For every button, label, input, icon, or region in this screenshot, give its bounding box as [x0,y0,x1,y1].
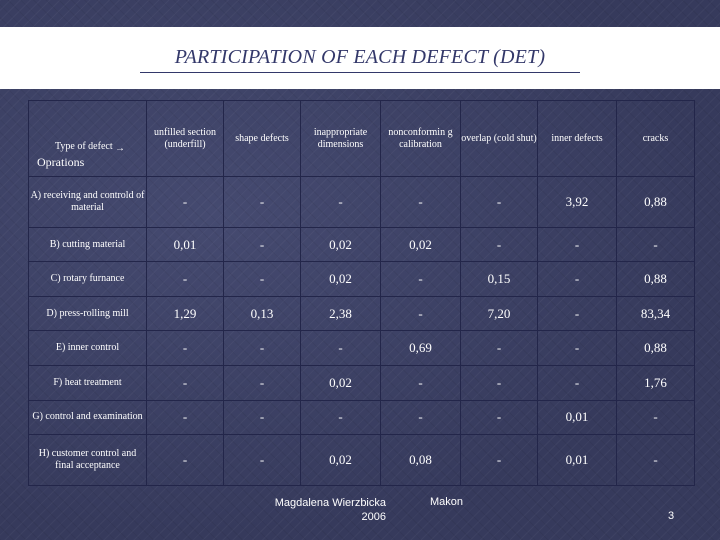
table-row: E) inner control - - - 0,69 - - 0,88 [28,330,695,366]
value-cell: 0,08 [380,434,461,486]
operation-cell: E) inner control [28,330,147,366]
value-cell: 2,38 [300,295,381,332]
value-cell: - [460,399,538,436]
value-cell: - [223,330,301,366]
table-row: G) control and examination - - - - - 0,0… [28,399,695,436]
column-header: overlap (cold shut) [460,100,538,177]
value-cell: 1,76 [616,365,695,401]
value-cell: - [146,330,224,366]
footer-org: Makon [430,496,464,508]
value-cell: - [223,399,301,436]
value-cell: 0,02 [300,434,381,486]
value-cell: - [146,176,224,228]
header-corner: Type of defect → Oprations [28,100,147,177]
value-cell: - [146,365,224,401]
value-cell: 0,69 [380,330,461,366]
operation-cell: G) control and examination [28,399,147,436]
value-cell: - [380,176,461,228]
page-number: 3 [668,510,675,522]
table-row: F) heat treatment - - 0,02 - - - 1,76 [28,365,695,401]
title-underline [140,72,580,73]
operation-cell: H) customer control and final acceptance [28,434,147,486]
type-of-defect-label: Type of defect [55,141,113,152]
value-cell: - [380,399,461,436]
value-cell: - [146,434,224,486]
column-header: inner defects [537,100,617,177]
footer-author: Magdalena Wierzbicka 2006 [246,496,386,524]
value-cell: - [380,295,461,332]
value-cell: - [537,330,617,366]
value-cell: 0,01 [146,226,224,263]
header-row: Type of defect → Oprations unfilled sect… [28,100,695,177]
value-cell: 0,13 [223,295,301,332]
value-cell: - [380,261,461,297]
page-title: PARTICIPATION OF EACH DEFECT (DET) [174,46,546,68]
operation-cell: C) rotary furnance [28,261,147,297]
value-cell: - [300,399,381,436]
column-header: cracks [616,100,695,177]
value-cell: - [460,330,538,366]
table-row: C) rotary furnance - - 0,02 - 0,15 - 0,8… [28,261,695,297]
value-cell: - [616,399,695,436]
value-cell: 0,02 [380,226,461,263]
operation-cell: B) cutting material [28,226,147,263]
column-header: unfilled section (underfill) [146,100,224,177]
value-cell: - [223,226,301,263]
value-cell: - [537,295,617,332]
value-cell: - [223,261,301,297]
value-cell: - [300,176,381,228]
value-cell: 0,88 [616,330,695,366]
operation-cell: D) press-rolling mill [28,295,147,332]
value-cell: - [616,226,695,263]
value-cell: 1,29 [146,295,224,332]
value-cell: - [537,261,617,297]
value-cell: 0,88 [616,261,695,297]
column-header: shape defects [223,100,301,177]
value-cell: - [223,176,301,228]
value-cell: - [223,434,301,486]
table-row: D) press-rolling mill 1,29 0,13 2,38 - 7… [28,295,695,332]
author-name: Magdalena Wierzbicka [274,497,386,509]
author-year: 2006 [361,511,386,523]
value-cell: - [146,261,224,297]
value-cell: - [460,226,538,263]
value-cell: 0,02 [300,365,381,401]
table-row: B) cutting material 0,01 - 0,02 0,02 - -… [28,226,695,263]
value-cell: - [537,365,617,401]
value-cell: - [146,399,224,436]
value-cell: - [460,176,538,228]
value-cell: 3,92 [537,176,617,228]
table-row: H) customer control and final acceptance… [28,434,695,486]
column-header: inappropriate dimensions [300,100,381,177]
value-cell: 0,15 [460,261,538,297]
operation-cell: F) heat treatment [28,365,147,401]
value-cell: 83,34 [616,295,695,332]
value-cell: 0,01 [537,399,617,436]
value-cell: 0,01 [537,434,617,486]
table-row: A) receiving and controld of material - … [28,176,695,228]
arrow-right-icon: → [115,143,125,154]
defects-table: Type of defect → Oprations unfilled sect… [28,100,695,486]
title-band [0,27,720,89]
value-cell: 0,88 [616,176,695,228]
column-header: nonconformin g calibration [380,100,461,177]
value-cell: - [300,330,381,366]
value-cell: 0,02 [300,226,381,263]
value-cell: - [223,365,301,401]
value-cell: - [460,434,538,486]
value-cell: - [460,365,538,401]
operation-cell: A) receiving and controld of material [28,176,147,228]
value-cell: - [537,226,617,263]
value-cell: 7,20 [460,295,538,332]
operations-label: Oprations [37,155,85,169]
value-cell: 0,02 [300,261,381,297]
value-cell: - [380,365,461,401]
value-cell: - [616,434,695,486]
